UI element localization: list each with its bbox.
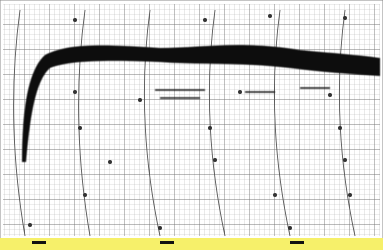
major-grid [3, 4, 380, 236]
yellow-strip [0, 238, 383, 250]
page [0, 0, 383, 250]
chart-recorder-scan [0, 0, 383, 250]
